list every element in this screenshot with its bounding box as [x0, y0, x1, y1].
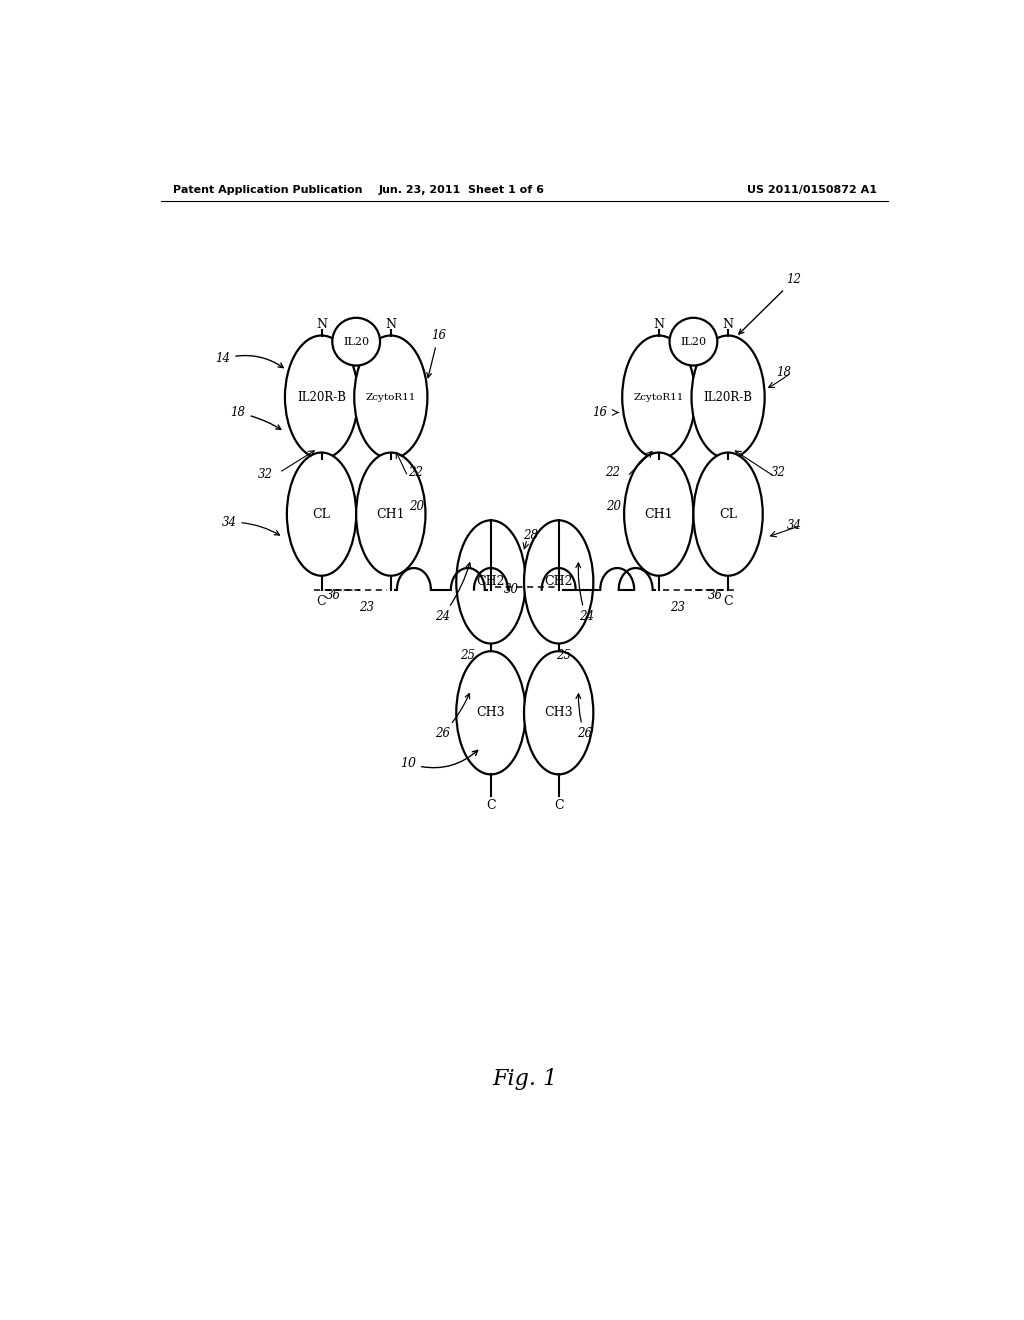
- Ellipse shape: [691, 335, 765, 459]
- Ellipse shape: [285, 335, 358, 459]
- Text: 18: 18: [230, 407, 281, 429]
- Text: 14: 14: [215, 352, 284, 368]
- Text: C: C: [723, 595, 733, 609]
- Text: 36: 36: [326, 589, 340, 602]
- Text: C: C: [554, 799, 563, 812]
- Text: 26: 26: [435, 693, 470, 741]
- Text: C: C: [316, 595, 327, 609]
- Text: IL20: IL20: [343, 337, 370, 347]
- Text: 24: 24: [435, 562, 471, 623]
- Text: IL20: IL20: [680, 337, 707, 347]
- Text: 30: 30: [504, 583, 519, 597]
- Text: 23: 23: [670, 601, 685, 614]
- Text: N: N: [385, 318, 396, 331]
- Text: 10: 10: [400, 750, 477, 770]
- Text: Patent Application Publication: Patent Application Publication: [173, 185, 362, 195]
- Text: CL: CL: [719, 508, 737, 520]
- Ellipse shape: [287, 453, 356, 576]
- Text: 34: 34: [221, 516, 280, 535]
- Text: IL20R-B: IL20R-B: [703, 391, 753, 404]
- Text: 25: 25: [556, 648, 570, 661]
- Ellipse shape: [524, 651, 593, 775]
- Text: 20: 20: [606, 500, 622, 513]
- Ellipse shape: [356, 453, 425, 576]
- Text: 12: 12: [739, 273, 802, 334]
- Text: Fig. 1: Fig. 1: [493, 1068, 557, 1089]
- Text: US 2011/0150872 A1: US 2011/0150872 A1: [748, 185, 878, 195]
- Text: CH3: CH3: [545, 706, 573, 719]
- Text: 20: 20: [410, 500, 424, 513]
- Text: N: N: [316, 318, 327, 331]
- Text: 22: 22: [605, 466, 620, 479]
- Text: 32: 32: [258, 467, 272, 480]
- Text: C: C: [486, 799, 496, 812]
- Text: CH2: CH2: [545, 576, 573, 589]
- Ellipse shape: [354, 335, 427, 459]
- Ellipse shape: [625, 453, 693, 576]
- Text: N: N: [653, 318, 665, 331]
- Text: ZcytoR11: ZcytoR11: [634, 392, 684, 401]
- Text: 32: 32: [771, 466, 786, 479]
- Text: Jun. 23, 2011  Sheet 1 of 6: Jun. 23, 2011 Sheet 1 of 6: [379, 185, 545, 195]
- Ellipse shape: [457, 651, 525, 775]
- Ellipse shape: [670, 318, 717, 366]
- Text: ZcytoR11: ZcytoR11: [366, 392, 416, 401]
- Ellipse shape: [333, 318, 380, 366]
- Text: N: N: [723, 318, 733, 331]
- Text: CH2: CH2: [476, 576, 505, 589]
- Text: 25: 25: [460, 648, 475, 661]
- Text: 22: 22: [408, 466, 423, 479]
- Text: CH1: CH1: [644, 508, 673, 520]
- Text: CH1: CH1: [377, 508, 406, 520]
- Ellipse shape: [693, 453, 763, 576]
- Text: 16: 16: [593, 407, 607, 418]
- Text: 34: 34: [786, 519, 802, 532]
- Text: 23: 23: [359, 601, 374, 614]
- Text: 28: 28: [523, 529, 539, 543]
- Ellipse shape: [623, 335, 695, 459]
- Text: 26: 26: [575, 694, 592, 741]
- Text: CH3: CH3: [476, 706, 505, 719]
- Text: 36: 36: [708, 589, 723, 602]
- Ellipse shape: [457, 520, 525, 644]
- Text: 16: 16: [427, 330, 445, 378]
- Text: CL: CL: [312, 508, 331, 520]
- Text: 18: 18: [776, 366, 791, 379]
- Text: 24: 24: [575, 562, 594, 623]
- Ellipse shape: [524, 520, 593, 644]
- Text: IL20R-B: IL20R-B: [297, 391, 346, 404]
